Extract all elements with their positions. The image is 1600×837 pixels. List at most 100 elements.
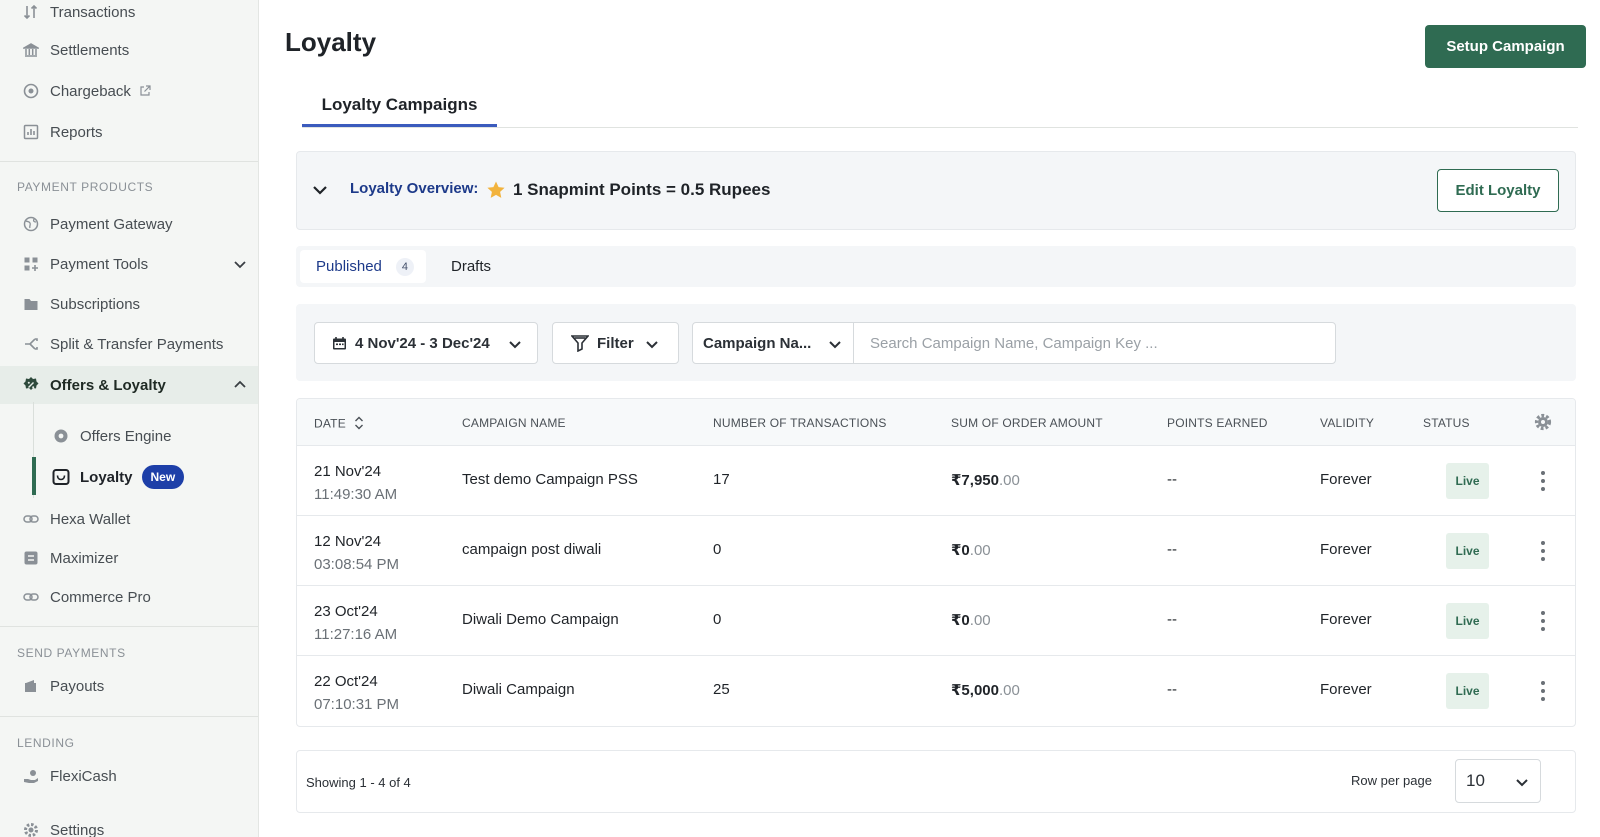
date-value: 12 Nov'24 [314, 533, 382, 550]
external-link-icon [139, 85, 151, 97]
new-badge: New [141, 465, 185, 489]
table-row[interactable]: 12 Nov'24 03:08:54 PM campaign post diwa… [297, 516, 1575, 586]
sidebar-item-hexa-wallet[interactable]: Hexa Wallet [0, 501, 258, 537]
table-settings-gear-icon[interactable] [1534, 413, 1552, 436]
search-input[interactable] [853, 322, 1336, 364]
hand-coin-icon [22, 767, 40, 785]
sidebar-item-label: Subscriptions [50, 295, 141, 313]
amount-decimal: .00 [969, 542, 991, 559]
more-vertical-icon[interactable] [1539, 680, 1547, 702]
sidebar-item-label: Loyalty [80, 468, 133, 486]
column-header-date[interactable]: DATE [314, 416, 364, 433]
wallet-icon [22, 677, 40, 695]
cell-campaign-name: Diwali Campaign [462, 681, 575, 698]
cell-validity: Forever [1320, 611, 1372, 628]
sidebar-item-reports[interactable]: Reports [0, 114, 258, 150]
edit-loyalty-button[interactable]: Edit Loyalty [1437, 169, 1559, 212]
cell-points-earned: -- [1167, 681, 1177, 698]
column-header-points-earned: POINTS EARNED [1167, 416, 1268, 430]
chevron-down-icon [827, 336, 843, 352]
split-icon [22, 335, 40, 353]
sidebar-item-payment-gateway[interactable]: Payment Gateway [0, 206, 258, 242]
sort-icon[interactable] [354, 416, 364, 433]
setup-campaign-button[interactable]: Setup Campaign [1425, 25, 1586, 68]
submenu-line [33, 402, 34, 498]
sidebar: Transactions Settlements Chargeback Repo… [0, 0, 259, 837]
sidebar-item-settlements[interactable]: Settlements [0, 32, 258, 68]
sidebar-subitem-loyalty[interactable]: Loyalty New [32, 459, 258, 495]
tab-loyalty-campaigns[interactable]: Loyalty Campaigns [321, 95, 478, 114]
cell-transactions: 0 [713, 541, 722, 558]
count-badge: 4 [395, 257, 414, 276]
sidebar-item-split-transfer[interactable]: Split & Transfer Payments [0, 326, 258, 362]
search-field-value: Campaign Na... [703, 334, 812, 352]
sidebar-item-transactions[interactable]: Transactions [0, 0, 258, 30]
sidebar-item-label: Payment Gateway [50, 215, 173, 233]
status-badge: Live [1446, 603, 1489, 639]
sidebar-item-label: FlexiCash [50, 767, 117, 785]
sidebar-item-flexicash[interactable]: FlexiCash [0, 758, 258, 794]
table-row[interactable]: 21 Nov'24 11:49:30 AM Test demo Campaign… [297, 446, 1575, 516]
chevron-down-icon[interactable] [311, 181, 329, 199]
subtab-drafts[interactable]: Drafts [451, 258, 492, 275]
sidebar-item-chargeback[interactable]: Chargeback [0, 73, 258, 109]
cell-validity: Forever [1320, 471, 1372, 488]
subtab-published[interactable]: Published 4 [300, 250, 426, 283]
arrows-updown-icon [22, 3, 40, 21]
sidebar-item-label: Reports [50, 123, 103, 141]
amount-whole: ₹5,000 [951, 682, 999, 699]
filter-label: Filter [597, 334, 634, 352]
subtab-label: Published [316, 258, 382, 275]
table-row[interactable]: 22 Oct'24 07:10:31 PM Diwali Campaign 25… [297, 656, 1575, 726]
calendar-icon [331, 335, 347, 351]
loyalty-overview-panel: Loyalty Overview: 1 Snapmint Points = 0.… [296, 151, 1576, 230]
sidebar-item-label: Hexa Wallet [50, 510, 131, 528]
chevron-up-icon[interactable] [232, 377, 248, 393]
sidebar-item-settings[interactable]: Settings [0, 812, 258, 837]
page-title: Loyalty [285, 27, 377, 57]
more-vertical-icon[interactable] [1539, 470, 1547, 492]
globe-icon [22, 215, 40, 233]
table-row[interactable]: 23 Oct'24 11:27:16 AM Diwali Demo Campai… [297, 586, 1575, 656]
sidebar-item-label: Split & Transfer Payments [50, 335, 224, 353]
cell-campaign-name: campaign post diwali [462, 541, 602, 558]
amount-decimal: .00 [998, 682, 1020, 699]
active-indicator [32, 457, 36, 495]
rows-per-page-select[interactable]: 10 [1455, 759, 1541, 803]
sidebar-subitem-offers-engine[interactable]: Offers Engine [32, 418, 258, 454]
link-icon [22, 588, 40, 606]
link-icon [22, 510, 40, 528]
chevron-down-icon[interactable] [232, 256, 248, 272]
showing-count: Showing 1 - 4 of 4 [306, 775, 411, 790]
sidebar-item-payment-tools[interactable]: Payment Tools [0, 246, 258, 282]
sidebar-item-payouts[interactable]: Payouts [0, 668, 258, 704]
cell-date: 23 Oct'24 11:27:16 AM [314, 600, 397, 646]
funnel-icon [571, 334, 589, 352]
sidebar-item-label: Chargeback [50, 82, 131, 100]
search-field-select[interactable]: Campaign Na... [692, 322, 854, 364]
cell-order-amount: ₹5,000.00 [951, 681, 1020, 699]
chargeback-icon [22, 82, 40, 100]
loyalty-icon [52, 468, 70, 486]
section-label-payment-products: PAYMENT PRODUCTS [17, 180, 154, 194]
filter-button[interactable]: Filter [552, 322, 679, 364]
tab-active-underline [302, 124, 497, 127]
sidebar-item-offers-loyalty[interactable]: Offers & Loyalty [0, 366, 258, 404]
sidebar-item-commerce-pro[interactable]: Commerce Pro [0, 579, 258, 615]
cell-transactions: 0 [713, 611, 722, 628]
date-range-picker[interactable]: 4 Nov'24 - 3 Dec'24 [314, 322, 538, 364]
column-header-label: DATE [314, 416, 346, 431]
more-vertical-icon[interactable] [1539, 540, 1547, 562]
column-header-status: STATUS [1423, 416, 1470, 430]
offers-icon [22, 376, 40, 394]
sidebar-item-maximizer[interactable]: Maximizer [0, 540, 258, 576]
tab-divider [302, 127, 1578, 128]
column-header-validity: VALIDITY [1320, 416, 1375, 430]
status-badge: Live [1446, 463, 1489, 499]
status-badge: Live [1446, 533, 1489, 569]
cell-points-earned: -- [1167, 471, 1177, 488]
overview-label: Loyalty Overview: [350, 180, 479, 197]
more-vertical-icon[interactable] [1539, 610, 1547, 632]
amount-decimal: .00 [998, 472, 1020, 489]
sidebar-item-subscriptions[interactable]: Subscriptions [0, 286, 258, 322]
